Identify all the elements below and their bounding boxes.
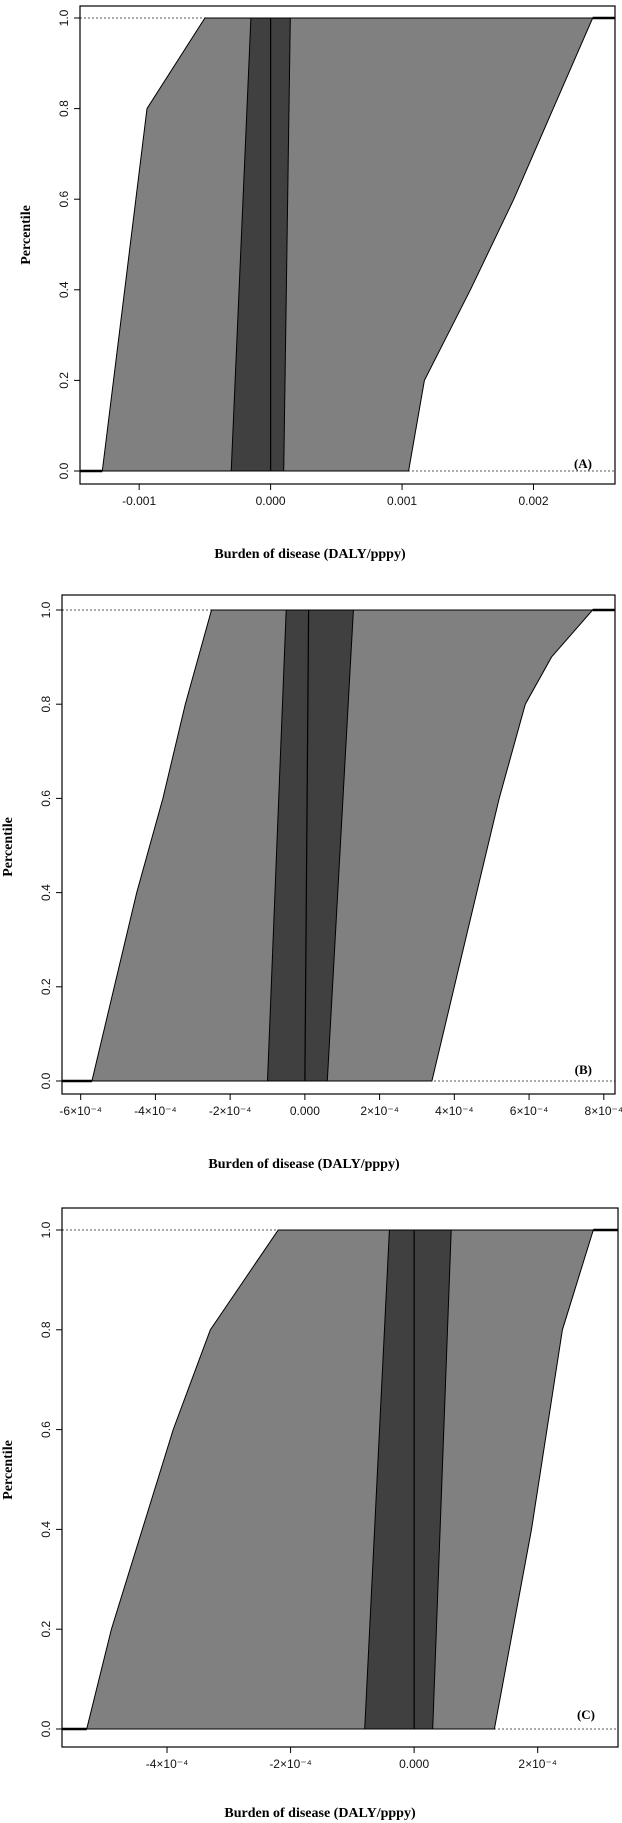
y-tick-label: 0.2 (57, 372, 71, 389)
x-tick-label: 2×10⁻⁴ (518, 1757, 557, 1771)
x-axis-title: Burden of disease (DALY/pppy) (208, 1157, 400, 1172)
inner-uncertainty-band (230, 17, 291, 472)
y-tick-label: 0.6 (39, 790, 53, 807)
x-tick-label: 0.000 (256, 494, 286, 508)
plot-frame (61, 594, 616, 1095)
plot-frame (61, 1207, 619, 1748)
y-tick-label: 0.0 (39, 1720, 53, 1737)
y-axis-title: Percentile (1, 817, 16, 877)
x-tick-label: -2×10⁻⁴ (269, 1757, 312, 1771)
plot-layer: 0.0 0.2 0.4 0.6 0.8 1.0 -6×10⁻⁴ -4×10⁻⁴ -2×10⁻⁴ 0… (39, 594, 622, 1118)
inner-uncertainty-band (266, 609, 354, 1082)
y-tick-label: 1.0 (57, 9, 71, 26)
x-tick-label: 6×10⁻⁴ (510, 1104, 549, 1118)
x-tick-label: 4×10⁻⁴ (435, 1104, 474, 1118)
y-tick-label: 0.2 (39, 1621, 53, 1638)
y-tick-label: 0.4 (57, 281, 71, 298)
x-axis-title: Burden of disease (DALY/pppy) (224, 1806, 416, 1821)
panel-label: (A) (574, 456, 592, 471)
y-tick-label: 0.8 (39, 1321, 53, 1338)
outer-uncertainty-band (101, 17, 594, 472)
y-tick-label: 0.6 (57, 191, 71, 208)
x-tick-label: -0.001 (122, 494, 156, 508)
inner-uncertainty-band (364, 1229, 452, 1730)
x-tick-label: -2×10⁻⁴ (209, 1104, 252, 1118)
x-tick-label: 0.000 (290, 1104, 320, 1118)
panel-a: 0.00.20.40.60.81.0-0.001 0.000 0.001 0.002 … (19, 5, 616, 562)
x-tick-label: 0.000 (399, 1757, 429, 1771)
y-tick-label: 0.6 (39, 1421, 53, 1438)
x-tick-label: 8×10⁻⁴ (585, 1104, 622, 1118)
outer-uncertainty-band (86, 1229, 594, 1730)
x-tick-label: -4×10⁻⁴ (134, 1104, 177, 1118)
y-tick-label: 1.0 (39, 1221, 53, 1238)
y-tick-label: 0.4 (39, 884, 53, 901)
y-tick-label: 0.2 (39, 978, 53, 995)
panel-b: 0.0 0.2 0.4 0.6 0.8 1.0 -6×10⁻⁴ -4×10⁻⁴ -2×10⁻⁴ 0… (1, 594, 622, 1172)
y-tick-label: 0.8 (57, 100, 71, 117)
x-axis-title: Burden of disease (DALY/pppy) (214, 547, 406, 562)
plot-frame (79, 5, 616, 485)
y-axis-title: Percentile (1, 1440, 16, 1500)
outer-uncertainty-band (91, 609, 594, 1082)
y-tick-label: 0.0 (57, 462, 71, 479)
panel-label: (B) (575, 1062, 592, 1077)
y-tick-label: 0.8 (39, 696, 53, 713)
plot-layer: 0.0 0.2 0.4 0.6 0.8 1.0 -4×10⁻⁴ -2×10⁻⁴ 0.000 2×1… (39, 1207, 619, 1771)
y-tick-label: 0.4 (39, 1521, 53, 1538)
x-tick-label: 2×10⁻⁴ (360, 1104, 399, 1118)
x-tick-label: 0.002 (518, 494, 548, 508)
median-line (304, 609, 310, 1082)
x-tick-label: -4×10⁻⁴ (146, 1757, 189, 1771)
x-tick-label: -6×10⁻⁴ (59, 1104, 102, 1118)
y-axis-title: Percentile (19, 205, 34, 265)
y-tick-label: 0.0 (39, 1072, 53, 1089)
panel-label: (C) (577, 1707, 595, 1722)
x-tick-label: 0.001 (387, 494, 417, 508)
y-tick-label: 1.0 (39, 601, 53, 618)
panel-c: 0.0 0.2 0.4 0.6 0.8 1.0 -4×10⁻⁴ -2×10⁻⁴ 0.000 2×1… (1, 1207, 619, 1821)
plot-layer: 0.0 0.2 0.4 0.6 0.8 1.0 -0.001 0.000 0.001 0.002 (57, 5, 616, 508)
